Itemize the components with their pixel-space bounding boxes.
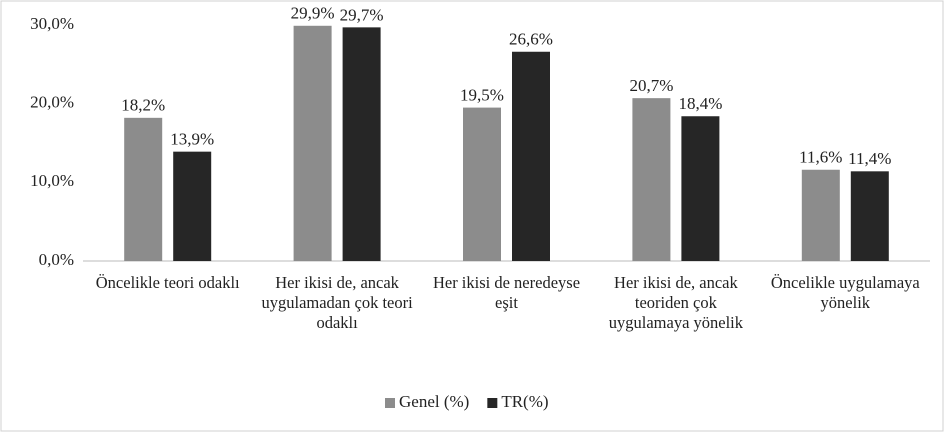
value-label: 13,9% [170, 130, 214, 149]
value-label: 29,9% [291, 4, 335, 23]
value-label: 18,4% [678, 94, 722, 113]
y-tick-label: 10,0% [30, 171, 74, 190]
bar [463, 107, 501, 261]
y-tick-label: 30,0% [30, 14, 74, 33]
x-tick-label: Her ikisi de neredeyse eşit [432, 273, 581, 312]
value-label: 29,7% [340, 5, 384, 24]
bar [632, 98, 671, 261]
legend-swatch [487, 398, 498, 408]
x-tick-label: Her ikisi de, ancak uygulamadan çok teor… [261, 273, 413, 332]
value-label: 11,6% [799, 148, 842, 167]
x-tick-label: Öncelikle teori odaklı [95, 273, 240, 292]
value-label: 19,5% [460, 86, 504, 105]
x-tick-label: Her ikisi de, ancak teoriden çok uygulam… [608, 273, 744, 332]
bar [173, 151, 212, 261]
legend-label: Genel (%) [399, 392, 469, 411]
bar [124, 117, 163, 262]
bar [293, 25, 332, 261]
value-label: 18,2% [121, 96, 165, 115]
y-tick-label: 0,0% [39, 250, 74, 269]
legend-swatch [385, 398, 395, 408]
bar [512, 51, 550, 261]
y-tick-label: 20,0% [30, 93, 74, 112]
bar [342, 27, 381, 261]
bar [801, 169, 840, 261]
x-tick-label: Öncelikle uygulamaya yönelik [770, 273, 920, 312]
bar [850, 171, 889, 261]
legend-label: TR(%) [501, 392, 548, 411]
value-label: 26,6% [509, 30, 553, 49]
value-label: 20,7% [629, 76, 673, 95]
value-label: 11,4% [848, 149, 891, 168]
bar [681, 116, 720, 262]
